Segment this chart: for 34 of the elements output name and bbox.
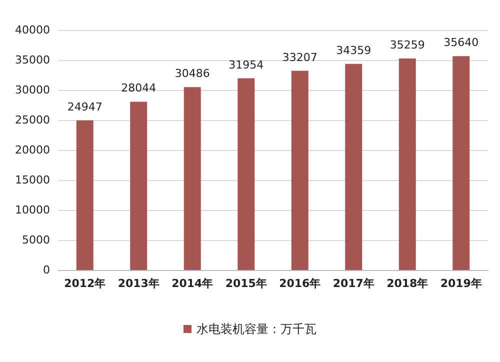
y-tick-label: 35000 bbox=[15, 54, 50, 66]
data-label: 24947 bbox=[67, 100, 102, 114]
data-label: 34359 bbox=[336, 44, 372, 57]
legend-label: 水电装机容量：万千瓦 bbox=[196, 322, 316, 336]
data-label: 35640 bbox=[444, 36, 479, 50]
bar bbox=[184, 87, 201, 270]
bar bbox=[398, 58, 416, 270]
y-tick-label: 0 bbox=[43, 264, 50, 276]
bar bbox=[345, 64, 362, 270]
y-tick-label: 5000 bbox=[22, 234, 50, 246]
data-label: 28044 bbox=[121, 82, 156, 95]
data-label: 30486 bbox=[174, 67, 210, 80]
y-tick-label: 30000 bbox=[15, 84, 50, 96]
data-label: 33207 bbox=[282, 50, 318, 64]
x-tick-label: 2013年 bbox=[118, 277, 160, 290]
y-tick-label: 10000 bbox=[15, 204, 50, 216]
bar bbox=[238, 78, 255, 270]
data-label: 31954 bbox=[228, 58, 264, 72]
x-tick-label: 2012年 bbox=[64, 277, 106, 290]
y-tick-label: 20000 bbox=[15, 144, 50, 156]
x-tick-label: 2014年 bbox=[172, 277, 214, 290]
y-tick-label: 25000 bbox=[15, 114, 50, 126]
y-tick-label: 15000 bbox=[15, 174, 50, 186]
bar bbox=[452, 56, 470, 270]
bar bbox=[76, 120, 94, 270]
bar bbox=[130, 102, 148, 270]
x-tick-label: 2015年 bbox=[225, 277, 267, 290]
y-tick-label: 40000 bbox=[15, 24, 50, 36]
data-label: 35259 bbox=[390, 38, 425, 52]
x-tick-label: 2019年 bbox=[440, 277, 482, 290]
x-tick-label: 2018年 bbox=[386, 277, 428, 290]
x-tick-label: 2016年 bbox=[279, 277, 321, 290]
x-tick-label: 2017年 bbox=[332, 277, 374, 290]
bar bbox=[291, 70, 308, 270]
